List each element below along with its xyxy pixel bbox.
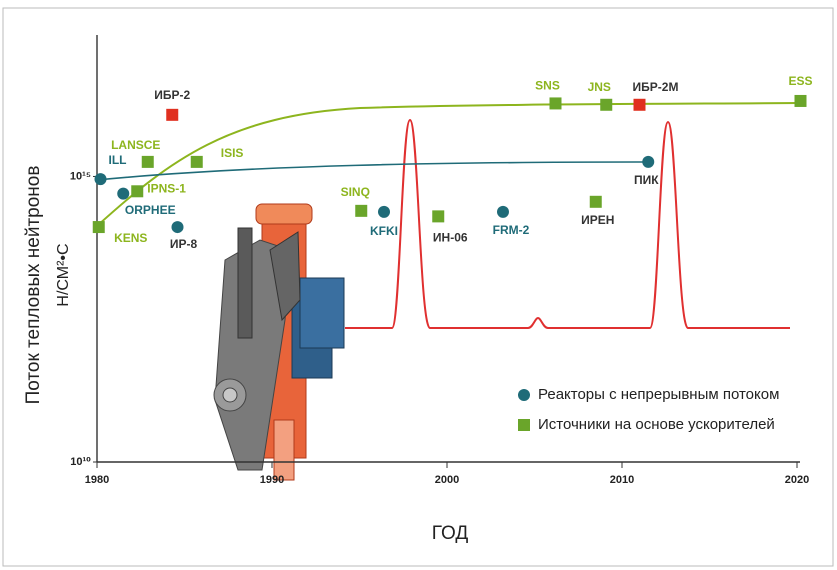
y-axis-unit: Н/СМ²•С bbox=[55, 243, 72, 306]
point bbox=[94, 173, 107, 186]
point-label: KFKI bbox=[370, 224, 398, 238]
legend-label: Источники на основе ускорителей bbox=[538, 416, 775, 433]
point bbox=[131, 185, 144, 198]
trend-reactors bbox=[96, 161, 649, 181]
trend-accelerators bbox=[96, 102, 801, 227]
point bbox=[642, 155, 655, 168]
point-label: SNS bbox=[535, 79, 560, 93]
y-tick-label: 10¹⁵ bbox=[70, 170, 91, 182]
point bbox=[600, 98, 613, 111]
pulse-curve bbox=[345, 118, 790, 329]
point-label: JNS bbox=[588, 80, 611, 94]
point-label: ИБР-2 bbox=[154, 88, 190, 102]
legend-label: Реакторы с непрерывным потоком bbox=[538, 386, 779, 403]
x-tick-label: 1980 bbox=[85, 474, 109, 486]
point-label: ПИК bbox=[634, 173, 659, 187]
illustration bbox=[213, 203, 345, 481]
point bbox=[549, 97, 562, 110]
point bbox=[117, 187, 130, 200]
point-label: ESS bbox=[788, 74, 812, 88]
point-label: FRM-2 bbox=[493, 223, 530, 237]
y-tick-label: 10¹⁰ bbox=[70, 456, 91, 468]
point-label: ИБР-2М bbox=[633, 80, 679, 94]
point bbox=[355, 204, 368, 217]
y-axis-label: Поток тепловых нейтронов bbox=[23, 166, 44, 405]
point-label: ИН-06 bbox=[433, 231, 468, 245]
point bbox=[794, 94, 807, 107]
legend-marker bbox=[518, 389, 530, 401]
point bbox=[190, 155, 203, 168]
x-tick-label: 2000 bbox=[435, 474, 459, 486]
point bbox=[171, 221, 184, 234]
x-tick-label: 2020 bbox=[785, 474, 809, 486]
point-label: ИРЕН bbox=[581, 213, 614, 227]
point bbox=[432, 210, 445, 223]
point bbox=[166, 108, 179, 121]
point-label: KENS bbox=[114, 231, 147, 245]
frame bbox=[2, 7, 834, 567]
point-label: ISIS bbox=[221, 146, 244, 160]
point-label: ORPHEE bbox=[125, 203, 176, 217]
point bbox=[497, 205, 509, 218]
point-label: ILL bbox=[109, 153, 127, 167]
legend-marker bbox=[518, 419, 530, 431]
point-label: SINQ bbox=[341, 185, 370, 199]
x-tick-label: 1990 bbox=[260, 474, 284, 486]
point bbox=[378, 205, 390, 218]
point-label: LANSCE bbox=[111, 138, 160, 152]
x-tick-label: 2010 bbox=[610, 474, 634, 486]
x-axis-label: ГОД bbox=[432, 523, 469, 544]
point-label: IPNS-1 bbox=[147, 181, 186, 195]
point bbox=[633, 98, 646, 111]
point bbox=[141, 155, 154, 168]
point bbox=[589, 195, 602, 208]
point-label: ИР-8 bbox=[170, 237, 198, 251]
point bbox=[92, 221, 105, 234]
